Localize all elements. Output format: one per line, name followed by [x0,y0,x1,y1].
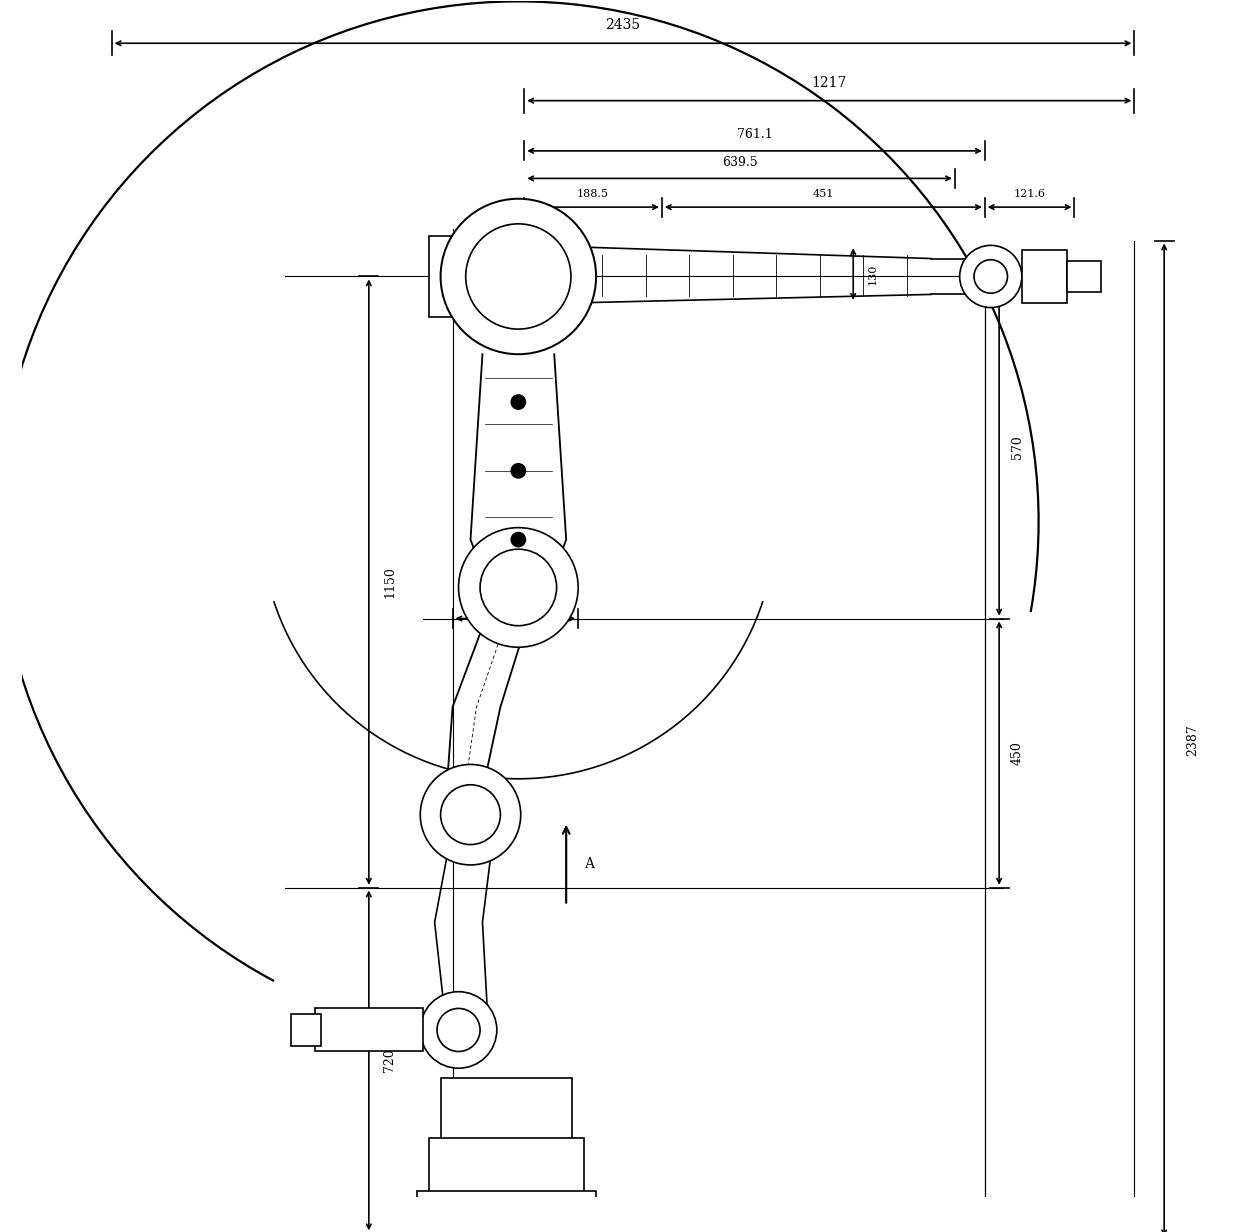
Circle shape [975,260,1008,293]
Text: A: A [584,856,594,871]
Text: 639.5: 639.5 [722,155,758,169]
Text: 1150: 1150 [383,567,397,598]
Text: 2387: 2387 [1185,724,1199,755]
Bar [429,1137,584,1198]
Circle shape [511,395,526,409]
Circle shape [436,1009,480,1051]
Circle shape [480,549,557,626]
Text: 761.1: 761.1 [737,128,773,142]
Circle shape [960,245,1022,308]
Bar [417,1191,596,1232]
Bar [440,1078,572,1149]
Text: 130: 130 [868,264,878,285]
Text: 2435: 2435 [605,18,640,32]
Circle shape [440,198,596,355]
Text: 451: 451 [812,188,835,198]
Circle shape [420,764,521,865]
Circle shape [511,532,526,547]
Circle shape [511,463,526,478]
Text: 121.6: 121.6 [1013,188,1045,198]
Circle shape [420,992,497,1068]
Bar [291,1014,321,1046]
Text: 188.5: 188.5 [577,188,609,198]
Text: 570: 570 [1011,436,1024,460]
Circle shape [440,785,501,845]
Text: 1217: 1217 [812,76,847,90]
Circle shape [466,224,570,329]
Circle shape [459,527,578,647]
Bar [1068,261,1101,292]
Bar [429,235,518,317]
Text: 150: 150 [505,598,527,610]
Bar [315,1009,423,1051]
Text: 450: 450 [1011,742,1024,765]
Bar [1022,250,1068,303]
Text: 720: 720 [383,1048,397,1072]
